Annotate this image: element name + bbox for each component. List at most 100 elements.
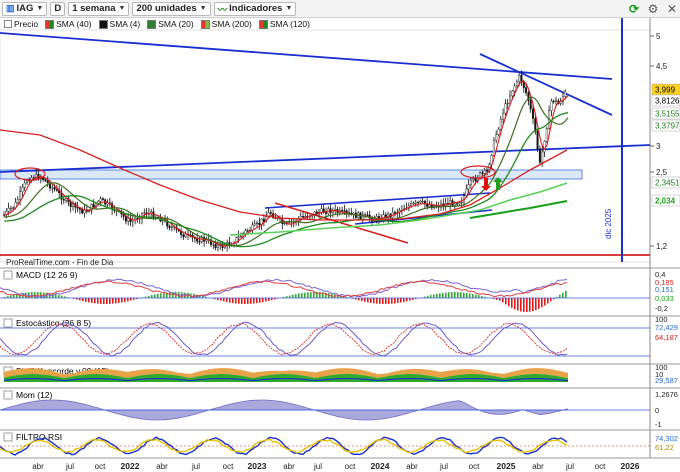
units-selector[interactable]: 200 unidades ▼ bbox=[132, 1, 211, 16]
x-tick-label: abr bbox=[156, 462, 168, 471]
indicators-button[interactable]: 〰 Indicadores ▼ bbox=[213, 1, 297, 16]
koncorde-bar bbox=[61, 373, 64, 378]
macd-histogram-bar bbox=[391, 298, 393, 304]
macd-histogram-bar bbox=[172, 292, 174, 298]
koncorde-bar bbox=[463, 369, 466, 375]
koncorde-bar bbox=[37, 368, 40, 375]
candle-body bbox=[534, 118, 537, 132]
macd-histogram-bar bbox=[160, 293, 162, 298]
sma200-swatch bbox=[200, 19, 210, 29]
chevron-down-icon: ▼ bbox=[118, 5, 126, 12]
macd-histogram-bar bbox=[85, 298, 87, 302]
koncorde-bar bbox=[358, 369, 361, 375]
macd-histogram-bar bbox=[520, 298, 522, 312]
macd-histogram-bar bbox=[121, 298, 123, 303]
candle-body bbox=[492, 139, 495, 156]
settings-icon[interactable]: ⚙ bbox=[647, 1, 659, 16]
candle-body bbox=[474, 178, 477, 182]
koncorde-bar bbox=[154, 378, 157, 380]
macd-histogram-bar bbox=[274, 298, 276, 300]
candle-body bbox=[81, 209, 84, 214]
koncorde-bar bbox=[376, 379, 379, 382]
koncorde-bar bbox=[454, 378, 457, 380]
legend-sma20[interactable]: SMA (20) bbox=[147, 19, 194, 29]
candle-body bbox=[515, 81, 518, 87]
x-tick-label: 2025 bbox=[497, 461, 516, 471]
macd-histogram-bar bbox=[532, 298, 534, 312]
candle-body bbox=[101, 198, 104, 200]
macd-histogram-bar bbox=[553, 298, 555, 300]
macd-histogram-bar bbox=[205, 296, 207, 298]
checkbox-icon[interactable] bbox=[3, 270, 13, 280]
candle-body bbox=[258, 222, 261, 225]
checkbox-icon[interactable] bbox=[3, 432, 13, 442]
legend-sma120[interactable]: SMA (120) bbox=[258, 19, 310, 29]
macd-histogram-bar bbox=[127, 298, 129, 302]
koncorde-bar bbox=[520, 378, 523, 380]
chevron-down-icon: ▼ bbox=[285, 5, 293, 12]
koncorde-bar bbox=[526, 378, 529, 380]
checkbox-icon[interactable] bbox=[3, 390, 13, 400]
candle-body bbox=[483, 169, 486, 174]
candle-body bbox=[209, 239, 212, 245]
panel-tick-label: 74,302 bbox=[655, 434, 678, 443]
legend-sma40[interactable]: SMA (40) bbox=[45, 19, 92, 29]
x-tick-label: 2024 bbox=[371, 461, 390, 471]
koncorde-bar bbox=[40, 368, 43, 375]
symbol-selector[interactable]: ▥ IAG ▼ bbox=[2, 1, 48, 16]
legend-sma200[interactable]: SMA (200) bbox=[200, 19, 252, 29]
candle-body bbox=[170, 226, 173, 229]
refresh-icon[interactable]: ⟳ bbox=[628, 1, 640, 16]
candle-body bbox=[495, 134, 498, 141]
candle-body bbox=[53, 187, 56, 190]
macd-histogram-bar bbox=[445, 292, 447, 298]
koncorde-bar bbox=[403, 369, 406, 375]
koncorde-bar bbox=[286, 378, 289, 380]
y-tick-label: 1,2 bbox=[656, 242, 668, 251]
close-icon[interactable]: ✕ bbox=[666, 1, 678, 16]
up-arrow-icon bbox=[493, 177, 503, 190]
koncorde-bar bbox=[295, 378, 298, 380]
macd-histogram-bar bbox=[478, 295, 480, 298]
koncorde-bar bbox=[34, 378, 37, 380]
candle-body bbox=[216, 244, 219, 248]
koncorde-bar bbox=[79, 378, 82, 380]
koncorde-bar bbox=[481, 370, 484, 375]
koncorde-bar bbox=[217, 378, 220, 380]
koncorde-bar bbox=[13, 375, 16, 382]
candle-body bbox=[269, 212, 272, 214]
koncorde-bar bbox=[517, 378, 520, 380]
candle-body bbox=[502, 113, 505, 120]
koncorde-bar bbox=[310, 371, 313, 378]
macd-histogram-bar bbox=[130, 298, 132, 301]
panel-tick-label: 29,587 bbox=[655, 376, 678, 385]
koncorde-bar bbox=[424, 369, 427, 376]
macd-histogram-bar bbox=[430, 295, 432, 298]
koncorde-bar bbox=[256, 372, 259, 378]
koncorde-bar bbox=[355, 378, 358, 380]
koncorde-bar bbox=[259, 379, 262, 381]
macd-histogram-bar bbox=[388, 298, 390, 304]
koncorde-bar bbox=[292, 378, 295, 380]
koncorde-bar bbox=[253, 379, 256, 382]
macd-histogram-bar bbox=[481, 295, 483, 298]
panel-tick-label: -1 bbox=[655, 420, 662, 429]
koncorde-bar bbox=[70, 379, 73, 381]
koncorde-bar bbox=[79, 371, 82, 376]
candle-body bbox=[513, 85, 516, 92]
koncorde-bar bbox=[85, 370, 88, 375]
macd-histogram-bar bbox=[244, 298, 246, 304]
legend-sma4[interactable]: SMA (4) bbox=[98, 19, 140, 29]
mode-badge[interactable]: D bbox=[50, 1, 66, 16]
koncorde-bar bbox=[70, 373, 73, 377]
candle-body bbox=[529, 100, 532, 110]
period-selector[interactable]: 1 semana ▼ bbox=[68, 1, 130, 16]
koncorde-bar bbox=[532, 378, 535, 380]
koncorde-bar bbox=[106, 369, 109, 375]
checkbox-icon[interactable] bbox=[3, 318, 13, 328]
macd-histogram-bar bbox=[295, 294, 297, 298]
koncorde-bar bbox=[370, 379, 373, 381]
macd-histogram-bar bbox=[379, 298, 381, 304]
legend-price[interactable]: Precio bbox=[4, 19, 38, 29]
